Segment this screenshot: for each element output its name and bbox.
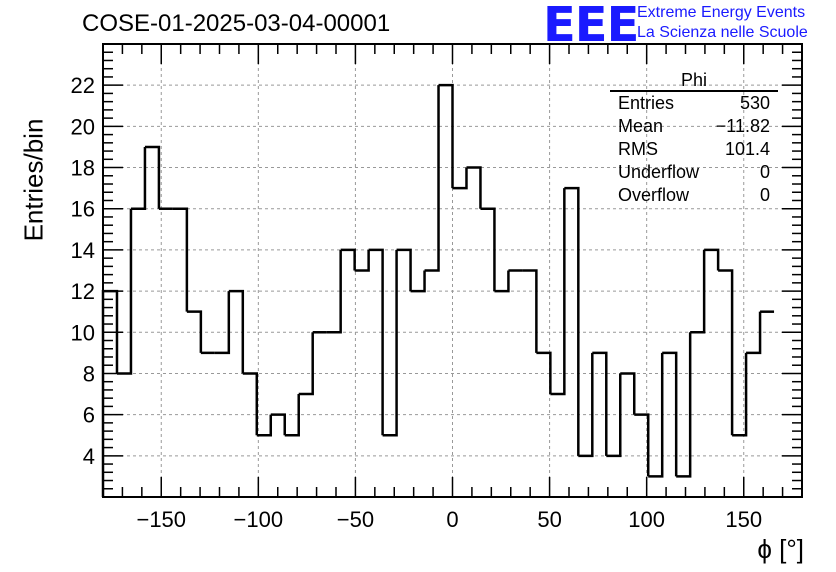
histogram-bin	[466, 166, 482, 209]
histogram-bin	[704, 248, 720, 271]
y-tick-label: 22	[71, 73, 95, 98]
x-tick-label: −150	[136, 507, 186, 532]
stats-row-rms: RMS 101.4	[610, 138, 778, 161]
stats-box-title: Phi	[610, 70, 778, 92]
histogram-bin	[186, 310, 203, 353]
stats-label: Overflow	[618, 185, 690, 205]
histogram-bin	[578, 352, 594, 458]
stats-value: 101.4	[724, 139, 770, 159]
x-tick-label: 150	[725, 507, 762, 532]
histogram-bin	[270, 413, 286, 436]
y-tick-label: 8	[83, 361, 95, 386]
histogram-bin	[340, 248, 356, 271]
histogram-bin	[480, 207, 496, 292]
y-tick-label: 4	[83, 444, 95, 469]
histogram-bin	[368, 248, 384, 436]
histogram-bin	[424, 85, 440, 272]
stats-label: Entries	[618, 93, 675, 113]
histogram-bin	[620, 372, 636, 415]
stats-box: Phi Entries 530 Mean −11.82 RMS 101.4 Un…	[610, 70, 778, 207]
histogram-bin	[550, 188, 566, 396]
x-tick-label: 0	[446, 507, 458, 532]
histogram-bin	[256, 414, 273, 437]
histogram-bin	[382, 249, 398, 437]
histogram-bin	[536, 351, 552, 395]
stats-value: −11.82	[715, 116, 770, 136]
y-tick-label: 10	[71, 320, 95, 345]
x-tick-label: −100	[234, 507, 284, 532]
histogram-bin	[452, 167, 468, 190]
histogram-bin	[298, 332, 314, 396]
eee-logo: EEE	[543, 0, 639, 53]
stats-row-underflow: Underflow 0	[610, 161, 778, 184]
stats-value: 0	[759, 162, 770, 182]
y-tick-label: 6	[83, 403, 95, 428]
stats-label: Underflow	[618, 162, 700, 182]
histogram-bin	[242, 372, 259, 436]
tick-labels: 4 6 8 10 12 14 16 18 20 22 −150 −100 −50 0 50 100 150	[71, 73, 763, 532]
histogram-bin	[494, 270, 510, 293]
y-axis-label: Entries/bin	[18, 118, 49, 242]
stats-row-mean: Mean −11.82	[610, 115, 778, 138]
histogram-bin	[564, 186, 580, 456]
logo-caption-line2: La Scienza nelle Scuole	[637, 24, 808, 41]
histogram-bin	[718, 269, 734, 436]
x-tick-label: −50	[337, 507, 374, 532]
histogram-bin	[144, 145, 161, 209]
histogram-bin	[690, 249, 706, 334]
x-tick-label: 50	[537, 507, 561, 532]
stats-value: 0	[759, 185, 770, 205]
chart-title: COSE-01-2025-03-04-00001	[82, 10, 391, 37]
histogram-bin	[438, 83, 454, 189]
stats-row-entries: Entries 530	[610, 92, 778, 115]
histogram-bin	[101, 289, 119, 497]
x-tick-label: 100	[628, 507, 665, 532]
histogram-bin	[648, 352, 664, 478]
histogram-bin	[396, 248, 412, 292]
histogram-bin	[746, 311, 762, 355]
histogram-bin	[228, 289, 245, 374]
histogram-bin	[592, 351, 608, 456]
y-tick-label: 16	[71, 197, 95, 222]
histogram-bin	[662, 351, 678, 477]
x-axis-label: ϕ [°]	[757, 534, 804, 564]
histogram-bin	[676, 332, 692, 478]
histogram-bin	[326, 249, 342, 334]
histogram-bin	[354, 249, 370, 272]
histogram-bin	[732, 352, 748, 437]
histogram-bin	[130, 146, 147, 210]
histogram-bin	[172, 207, 189, 312]
axis-ticks	[102, 44, 803, 497]
logo-caption-line1: Extreme Energy Events	[637, 4, 806, 21]
y-tick-label: 20	[71, 114, 95, 139]
histogram-bin	[522, 269, 538, 353]
stats-label: Mean	[618, 116, 664, 136]
stats-label: RMS	[618, 139, 658, 159]
stats-row-overflow: Overflow 0	[610, 184, 778, 207]
y-tick-label: 18	[71, 156, 95, 181]
plot-frame	[102, 43, 803, 498]
y-tick-label: 12	[71, 279, 95, 304]
y-tick-label: 14	[71, 238, 95, 263]
histogram-bin	[214, 291, 231, 355]
histogram-bin	[606, 373, 622, 458]
histogram-bin	[284, 394, 300, 437]
stats-value: 530	[739, 93, 770, 113]
histogram-bin	[410, 270, 426, 293]
histogram-bin	[634, 413, 650, 477]
